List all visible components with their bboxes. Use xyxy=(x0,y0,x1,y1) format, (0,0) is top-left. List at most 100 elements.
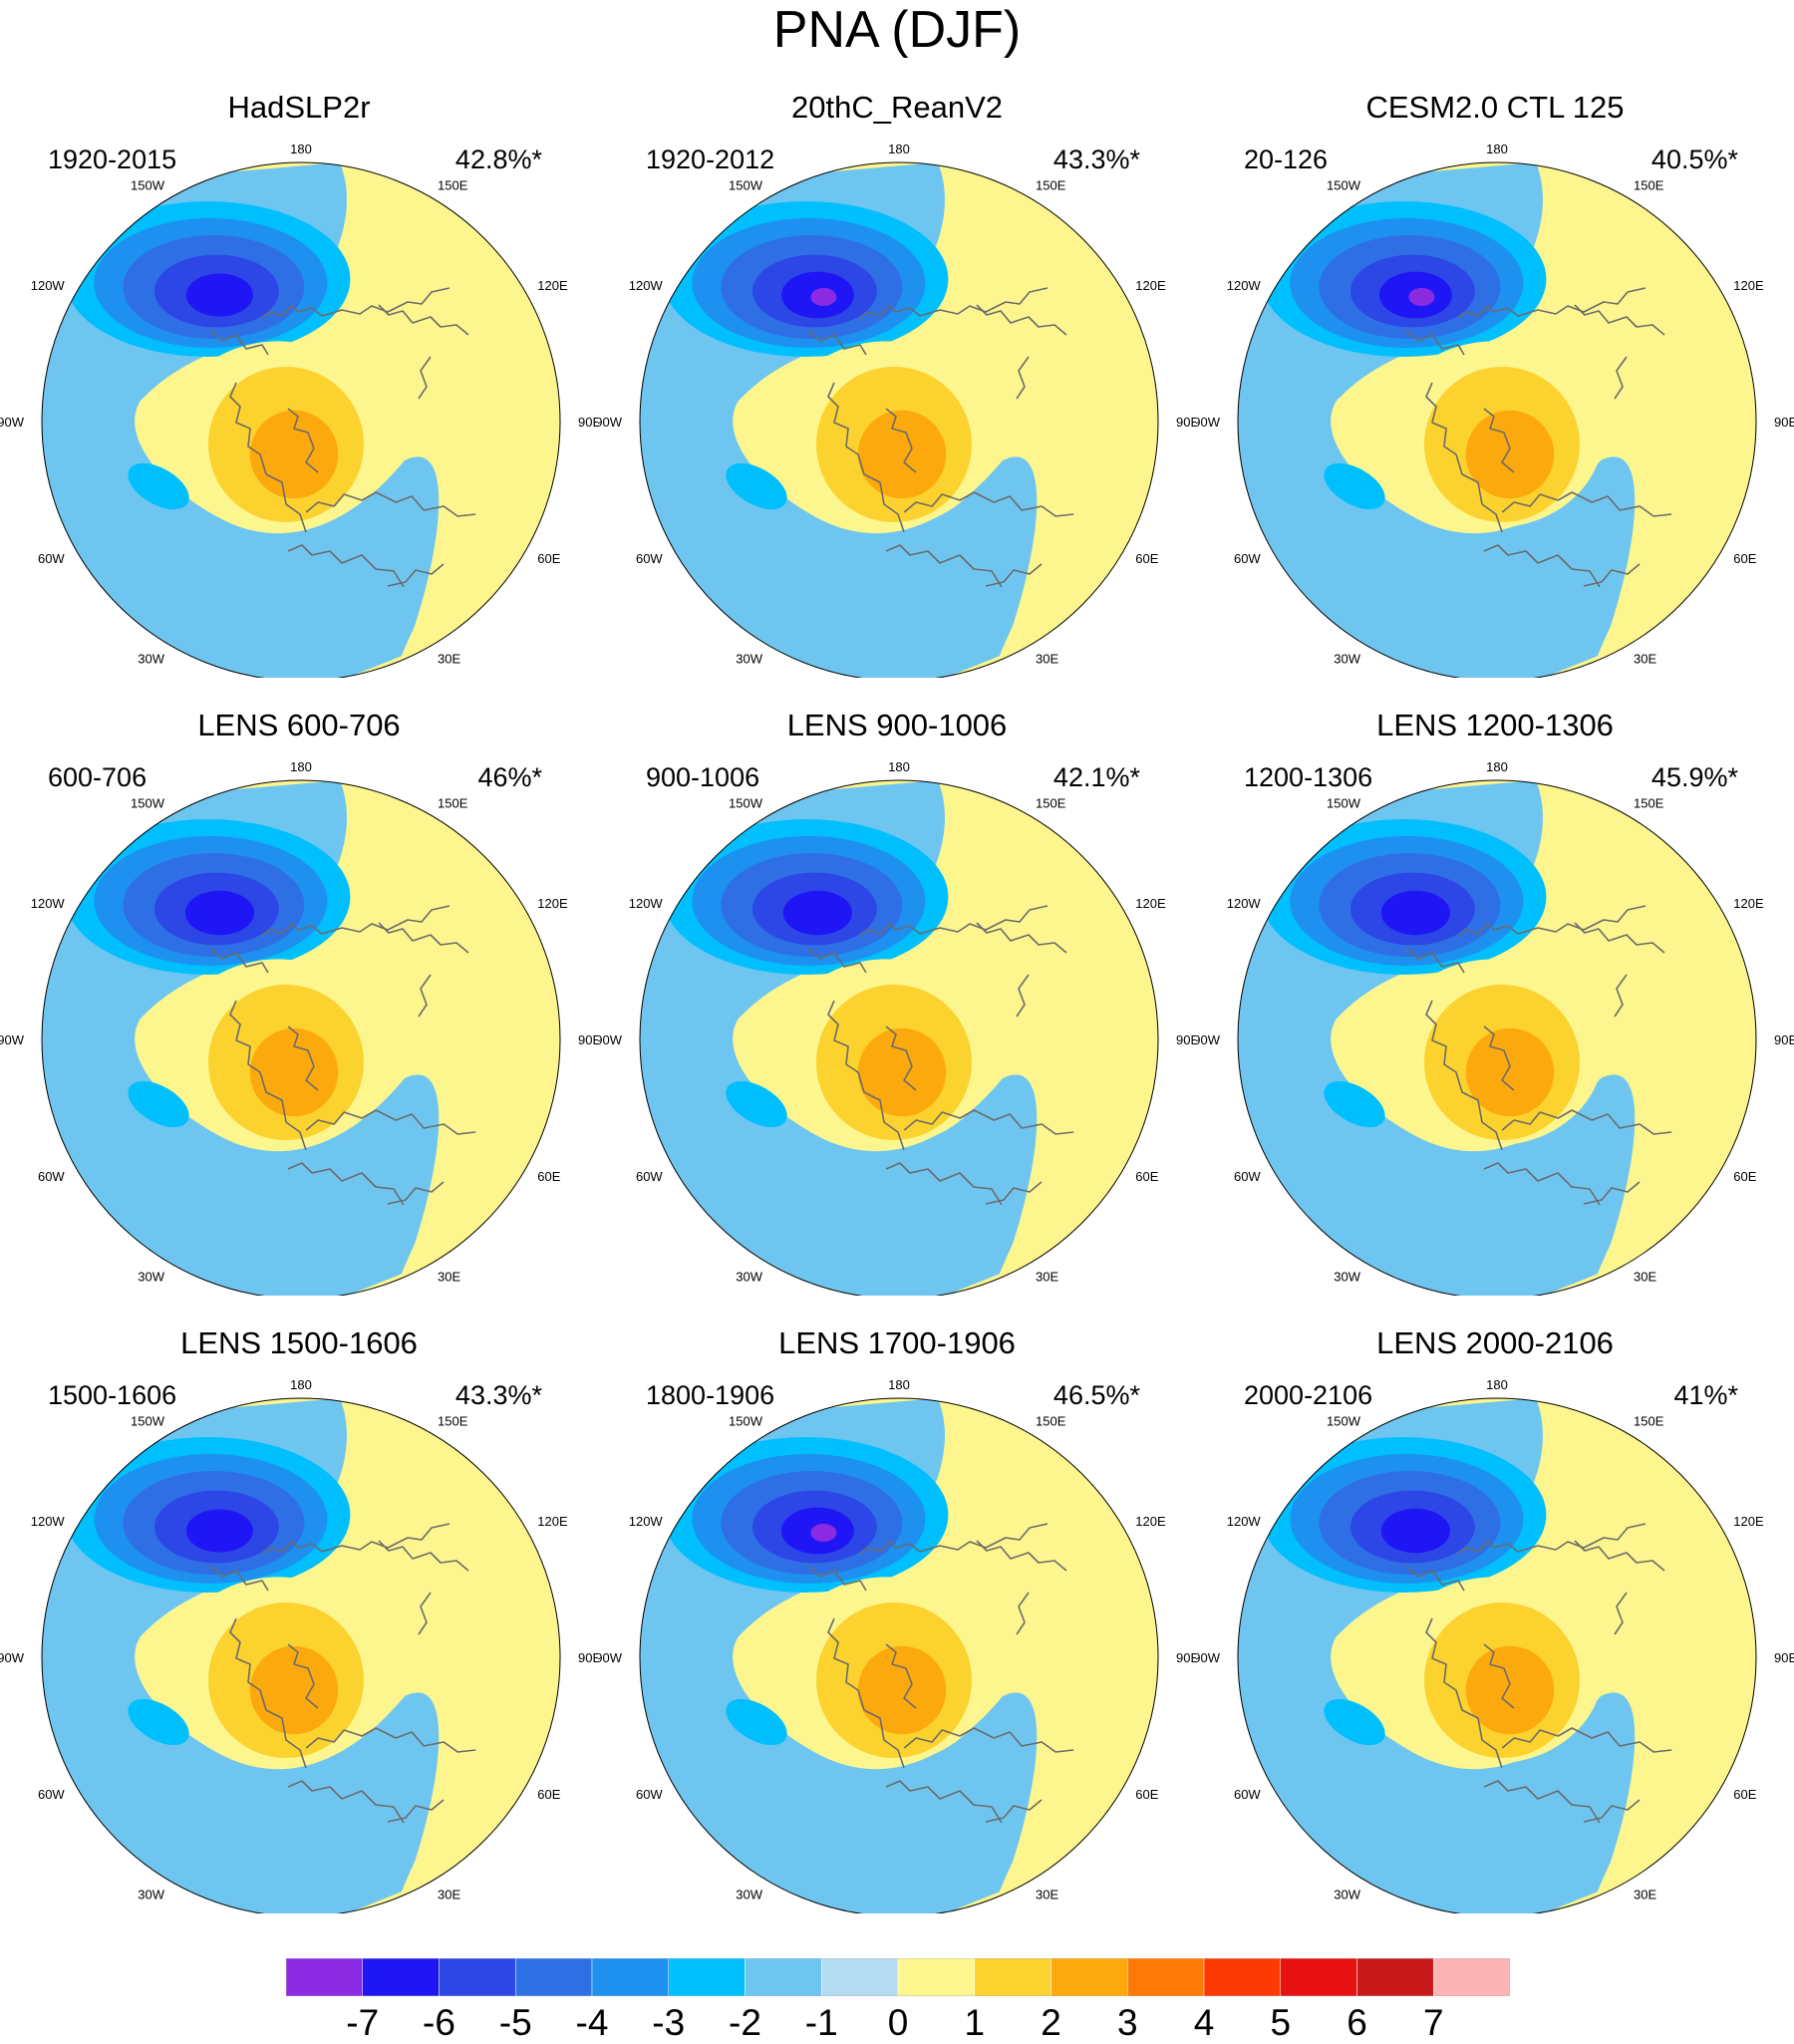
longitude-label: 30E xyxy=(438,1269,460,1284)
longitude-label: 180 xyxy=(290,142,312,156)
longitude-label: 120E xyxy=(1135,278,1166,293)
coastlines xyxy=(209,1523,476,1824)
colorbar-swatch xyxy=(1433,1958,1510,1996)
longitude-label: 120E xyxy=(1733,278,1764,293)
colorbar xyxy=(286,1958,1510,1996)
negative-contour xyxy=(128,1698,189,1746)
longitude-label: 30E xyxy=(1634,1887,1656,1901)
longitude-label: 30E xyxy=(1036,1269,1058,1284)
figure-title: PNA (DJF) xyxy=(772,1,1022,59)
longitude-label: 60E xyxy=(1135,1787,1158,1802)
longitude-label: 150E xyxy=(438,796,468,811)
panel-period: 1500-1606 xyxy=(48,1380,177,1410)
positive-contour xyxy=(1465,1027,1555,1117)
longitude-label: 90E xyxy=(1176,415,1196,430)
colorbar-swatch xyxy=(439,1958,516,1996)
colorbar-swatch xyxy=(1203,1958,1281,1996)
map-panel: LENS 1500-1606 1500-1606 43.3%* 180 150E 120E… xyxy=(0,1296,598,1913)
longitude-label: 150W xyxy=(729,1414,763,1429)
colorbar-tick-label: 2 xyxy=(1041,2002,1061,2043)
longitude-label: 150E xyxy=(1036,1414,1066,1429)
longitude-label: 30W xyxy=(1334,1887,1360,1901)
panel-variance: 46%* xyxy=(477,762,542,792)
longitude-label: 90E xyxy=(1176,1032,1196,1047)
longitude-label: 60W xyxy=(1234,1787,1261,1802)
longitude-label: 120W xyxy=(31,278,66,293)
negative-contour xyxy=(128,1080,189,1128)
negative-contour xyxy=(1324,1698,1385,1746)
positive-contour xyxy=(249,1645,339,1735)
longitude-label: 90W xyxy=(0,1032,25,1047)
negative-contour xyxy=(1380,890,1450,936)
map-panel: LENS 900-1006 900-1006 42.1%* 180 150E 120E 90… xyxy=(598,678,1196,1296)
positive-contour xyxy=(857,1645,947,1735)
negative-contour xyxy=(782,890,852,936)
longitude-label: 120W xyxy=(1227,278,1262,293)
colorbar-swatch xyxy=(1356,1958,1434,1996)
longitude-label: 30E xyxy=(438,1887,460,1901)
colorbar-tick-label: -5 xyxy=(498,2002,532,2043)
map-panel: HadSLP2r 1920-2015 42.8%* 180 150E 120E 90E 60E… xyxy=(0,60,598,678)
longitude-label: 150E xyxy=(1634,178,1664,193)
longitude-label: 150E xyxy=(438,178,468,193)
longitude-label: 30W xyxy=(1334,651,1360,666)
map-boundary xyxy=(41,161,561,678)
panel-period: 20-126 xyxy=(1244,145,1329,174)
longitude-label: 120W xyxy=(1227,1514,1262,1529)
map-boundary xyxy=(1237,161,1757,678)
panel-title: HadSLP2r xyxy=(227,90,371,125)
colorbar-swatch xyxy=(668,1958,746,1996)
longitude-label: 30E xyxy=(1036,1887,1058,1901)
polar-map: 180150E120E90E60E30E030W60W90W120W150W xyxy=(598,759,1196,1296)
longitude-label: 60W xyxy=(38,551,65,566)
longitude-label: 30E xyxy=(1036,651,1058,666)
longitude-label: 60E xyxy=(537,1169,560,1184)
map-boundary xyxy=(41,1397,561,1913)
panel-title: LENS 1500-1606 xyxy=(180,1325,418,1360)
longitude-label: 60E xyxy=(1135,1169,1158,1184)
colorbar-tick-label: 4 xyxy=(1193,2002,1215,2043)
longitude-label: 90E xyxy=(1774,1032,1794,1047)
longitude-label: 120W xyxy=(31,1514,66,1529)
longitude-label: 30W xyxy=(736,651,762,666)
polar-map: 180150E120E90E60E30E030W60W90W120W150W xyxy=(598,1377,1196,1913)
negative-contour xyxy=(184,890,254,936)
coastlines xyxy=(807,287,1074,588)
longitude-label: 60W xyxy=(636,1787,663,1802)
longitude-label: 90W xyxy=(0,1650,25,1665)
longitude-label: 60E xyxy=(537,1787,560,1802)
colorbar-swatch xyxy=(1050,1958,1128,1996)
panel-period: 1200-1306 xyxy=(1244,762,1373,792)
panel-period: 900-1006 xyxy=(646,762,760,792)
colorbar-swatch xyxy=(821,1958,899,1996)
longitude-label: 90E xyxy=(1176,1650,1196,1665)
colorbar-swatch xyxy=(286,1958,363,1996)
longitude-label: 90E xyxy=(1774,1650,1794,1665)
colorbar-swatch xyxy=(515,1958,593,1996)
longitude-label: 90E xyxy=(1774,415,1794,430)
panel-title: LENS 2000-2106 xyxy=(1376,1325,1614,1360)
negative-contour xyxy=(726,462,787,510)
polar-map: 180150E120E90E60E30E030W60W90W120W150W xyxy=(1196,142,1794,678)
negative-contour xyxy=(185,273,253,317)
longitude-label: 150W xyxy=(131,178,165,193)
map-boundary xyxy=(1237,1397,1757,1913)
longitude-label: 90E xyxy=(578,1032,598,1047)
longitude-label: 120E xyxy=(1135,1514,1166,1529)
longitude-label: 120W xyxy=(629,896,664,911)
colorbar-swatch xyxy=(897,1958,975,1996)
map-boundary xyxy=(41,779,561,1296)
map-boundary xyxy=(639,161,1159,678)
longitude-label: 120W xyxy=(31,896,66,911)
longitude-label: 60E xyxy=(1733,1787,1756,1802)
map-panel: LENS 1700-1906 1800-1906 46.5%* 180 150E 120E… xyxy=(598,1296,1196,1913)
longitude-label: 90W xyxy=(1196,1650,1221,1665)
panel-title: LENS 600-706 xyxy=(197,708,401,742)
coastlines xyxy=(807,905,1074,1206)
colorbar-tick-label: -2 xyxy=(729,2002,761,2043)
longitude-label: 150W xyxy=(1327,796,1361,811)
coastlines xyxy=(1405,1523,1672,1824)
colorbar-swatch xyxy=(745,1958,822,1996)
negative-contour xyxy=(1380,1508,1450,1554)
longitude-label: 60W xyxy=(636,551,663,566)
